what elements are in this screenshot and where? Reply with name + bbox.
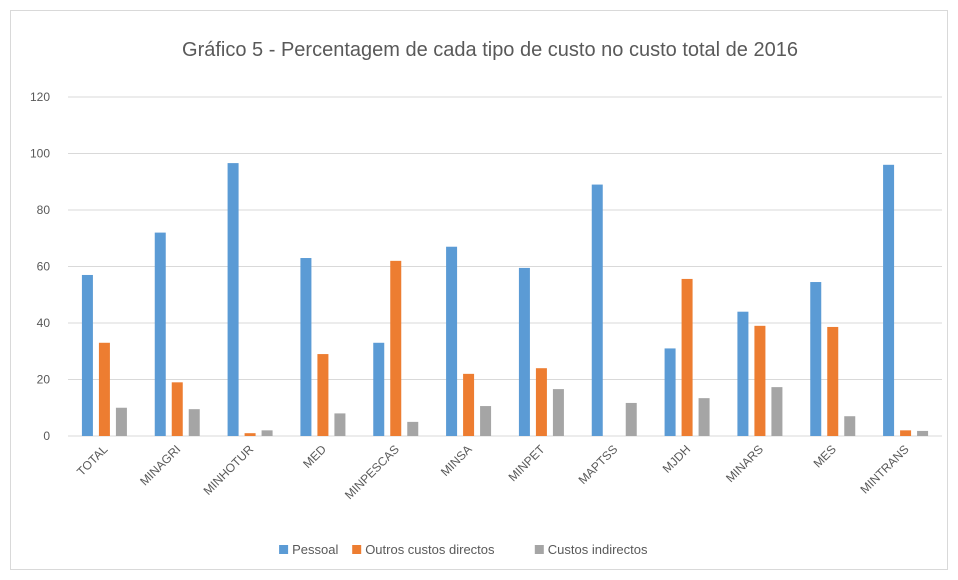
y-tick-label: 80 xyxy=(37,203,51,217)
bar xyxy=(480,406,492,436)
bar xyxy=(244,433,256,436)
bar xyxy=(883,164,895,437)
bar xyxy=(900,430,912,436)
bar xyxy=(552,389,564,436)
bar xyxy=(463,373,475,436)
y-tick-label: 20 xyxy=(37,373,51,387)
bar xyxy=(115,407,127,436)
bar xyxy=(698,398,710,436)
bar xyxy=(334,413,346,436)
bar xyxy=(591,184,603,436)
legend-label: Pessoal xyxy=(292,542,338,557)
bar xyxy=(737,311,749,436)
bar xyxy=(810,282,822,436)
bar xyxy=(171,382,183,436)
bar xyxy=(518,267,530,436)
bar xyxy=(844,416,856,436)
bar xyxy=(300,258,312,436)
bar xyxy=(625,402,637,436)
legend-label: Outros custos directos xyxy=(365,542,495,557)
bar xyxy=(188,409,200,436)
bar xyxy=(261,430,273,436)
legend-swatch xyxy=(534,545,544,554)
bar xyxy=(771,387,783,436)
bar xyxy=(98,342,110,436)
y-tick-label: 100 xyxy=(30,147,50,161)
legend-swatch xyxy=(352,545,362,554)
y-tick-label: 0 xyxy=(43,429,50,443)
bar xyxy=(407,421,419,436)
legend-swatch xyxy=(279,545,289,554)
bar xyxy=(81,274,93,436)
bar xyxy=(827,326,839,436)
bar xyxy=(317,354,329,436)
y-tick-label: 40 xyxy=(37,316,51,330)
y-tick-label: 60 xyxy=(37,260,51,274)
bar xyxy=(664,348,676,436)
bar xyxy=(754,325,766,436)
bar xyxy=(373,342,385,436)
chart-frame xyxy=(10,10,948,570)
bar xyxy=(390,260,402,436)
bar xyxy=(535,368,547,436)
chart-title: Gráfico 5 - Percentagem de cada tipo de … xyxy=(182,39,798,61)
bar xyxy=(917,430,929,436)
bar xyxy=(227,163,239,437)
bar xyxy=(154,232,166,436)
y-tick-label: 120 xyxy=(30,90,50,104)
bar xyxy=(446,246,458,436)
legend-label: Custos indirectos xyxy=(548,542,648,557)
bar xyxy=(681,278,693,436)
